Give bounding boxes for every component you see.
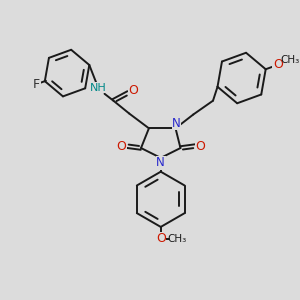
Text: O: O [156,232,166,245]
Text: N: N [172,117,181,130]
Text: N: N [156,156,165,169]
Text: CH₃: CH₃ [280,56,299,65]
Text: NH: NH [90,83,107,93]
Text: F: F [33,78,40,91]
Text: CH₃: CH₃ [167,234,186,244]
Text: O: O [116,140,126,153]
Text: O: O [195,140,205,153]
Text: O: O [128,84,138,97]
Text: O: O [273,58,283,71]
